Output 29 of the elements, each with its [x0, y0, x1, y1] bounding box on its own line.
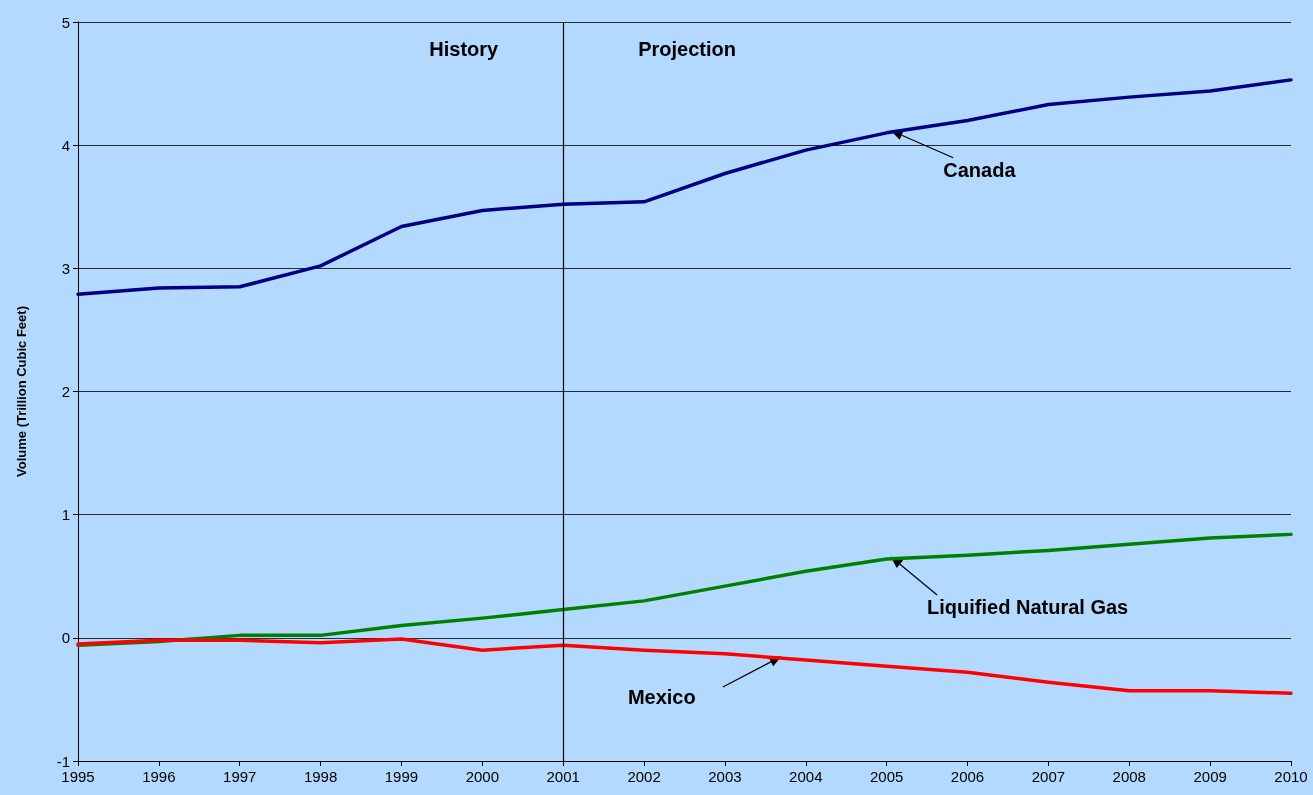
x-tick-label: 2000 [465, 768, 500, 785]
x-tick-label: 2002 [627, 768, 661, 785]
x-tick-label: 1995 [61, 768, 95, 785]
x-tick-label: 2009 [1193, 768, 1227, 785]
x-tick-label: 2001 [546, 768, 580, 785]
x-tick-label: 2005 [869, 768, 904, 785]
y-tick-label: -1 [56, 752, 70, 770]
y-tick-label: 0 [61, 629, 70, 647]
series-label: Mexico [627, 685, 696, 708]
x-tick-label: 2007 [1031, 768, 1066, 785]
x-tick-label: 2008 [1112, 768, 1146, 785]
annotation: History [429, 38, 500, 60]
x-tick-label: 1999 [384, 768, 419, 785]
x-tick-label: 1998 [303, 768, 338, 785]
y-tick-label: 1 [61, 506, 70, 524]
y-tick-label: 2 [61, 383, 70, 400]
x-tick-label: 1996 [142, 768, 176, 785]
y-tick-label: 4 [61, 136, 70, 154]
y-tick-label: 5 [61, 13, 70, 31]
x-tick-label: 2003 [708, 768, 742, 785]
x-tick-label: 2010 [1274, 768, 1308, 785]
x-tick-label: 2004 [789, 768, 823, 785]
annotation: Projection [638, 38, 736, 60]
y-axis-title: Volume (Trillion Cubic Feet) [14, 306, 29, 477]
series-label: Canada [943, 158, 1017, 181]
x-tick-label: 2006 [950, 768, 985, 785]
series-label: Liquified Natural Gas [927, 596, 1129, 619]
x-tick-label: 1997 [223, 768, 257, 785]
y-tick-label: 3 [61, 259, 70, 277]
